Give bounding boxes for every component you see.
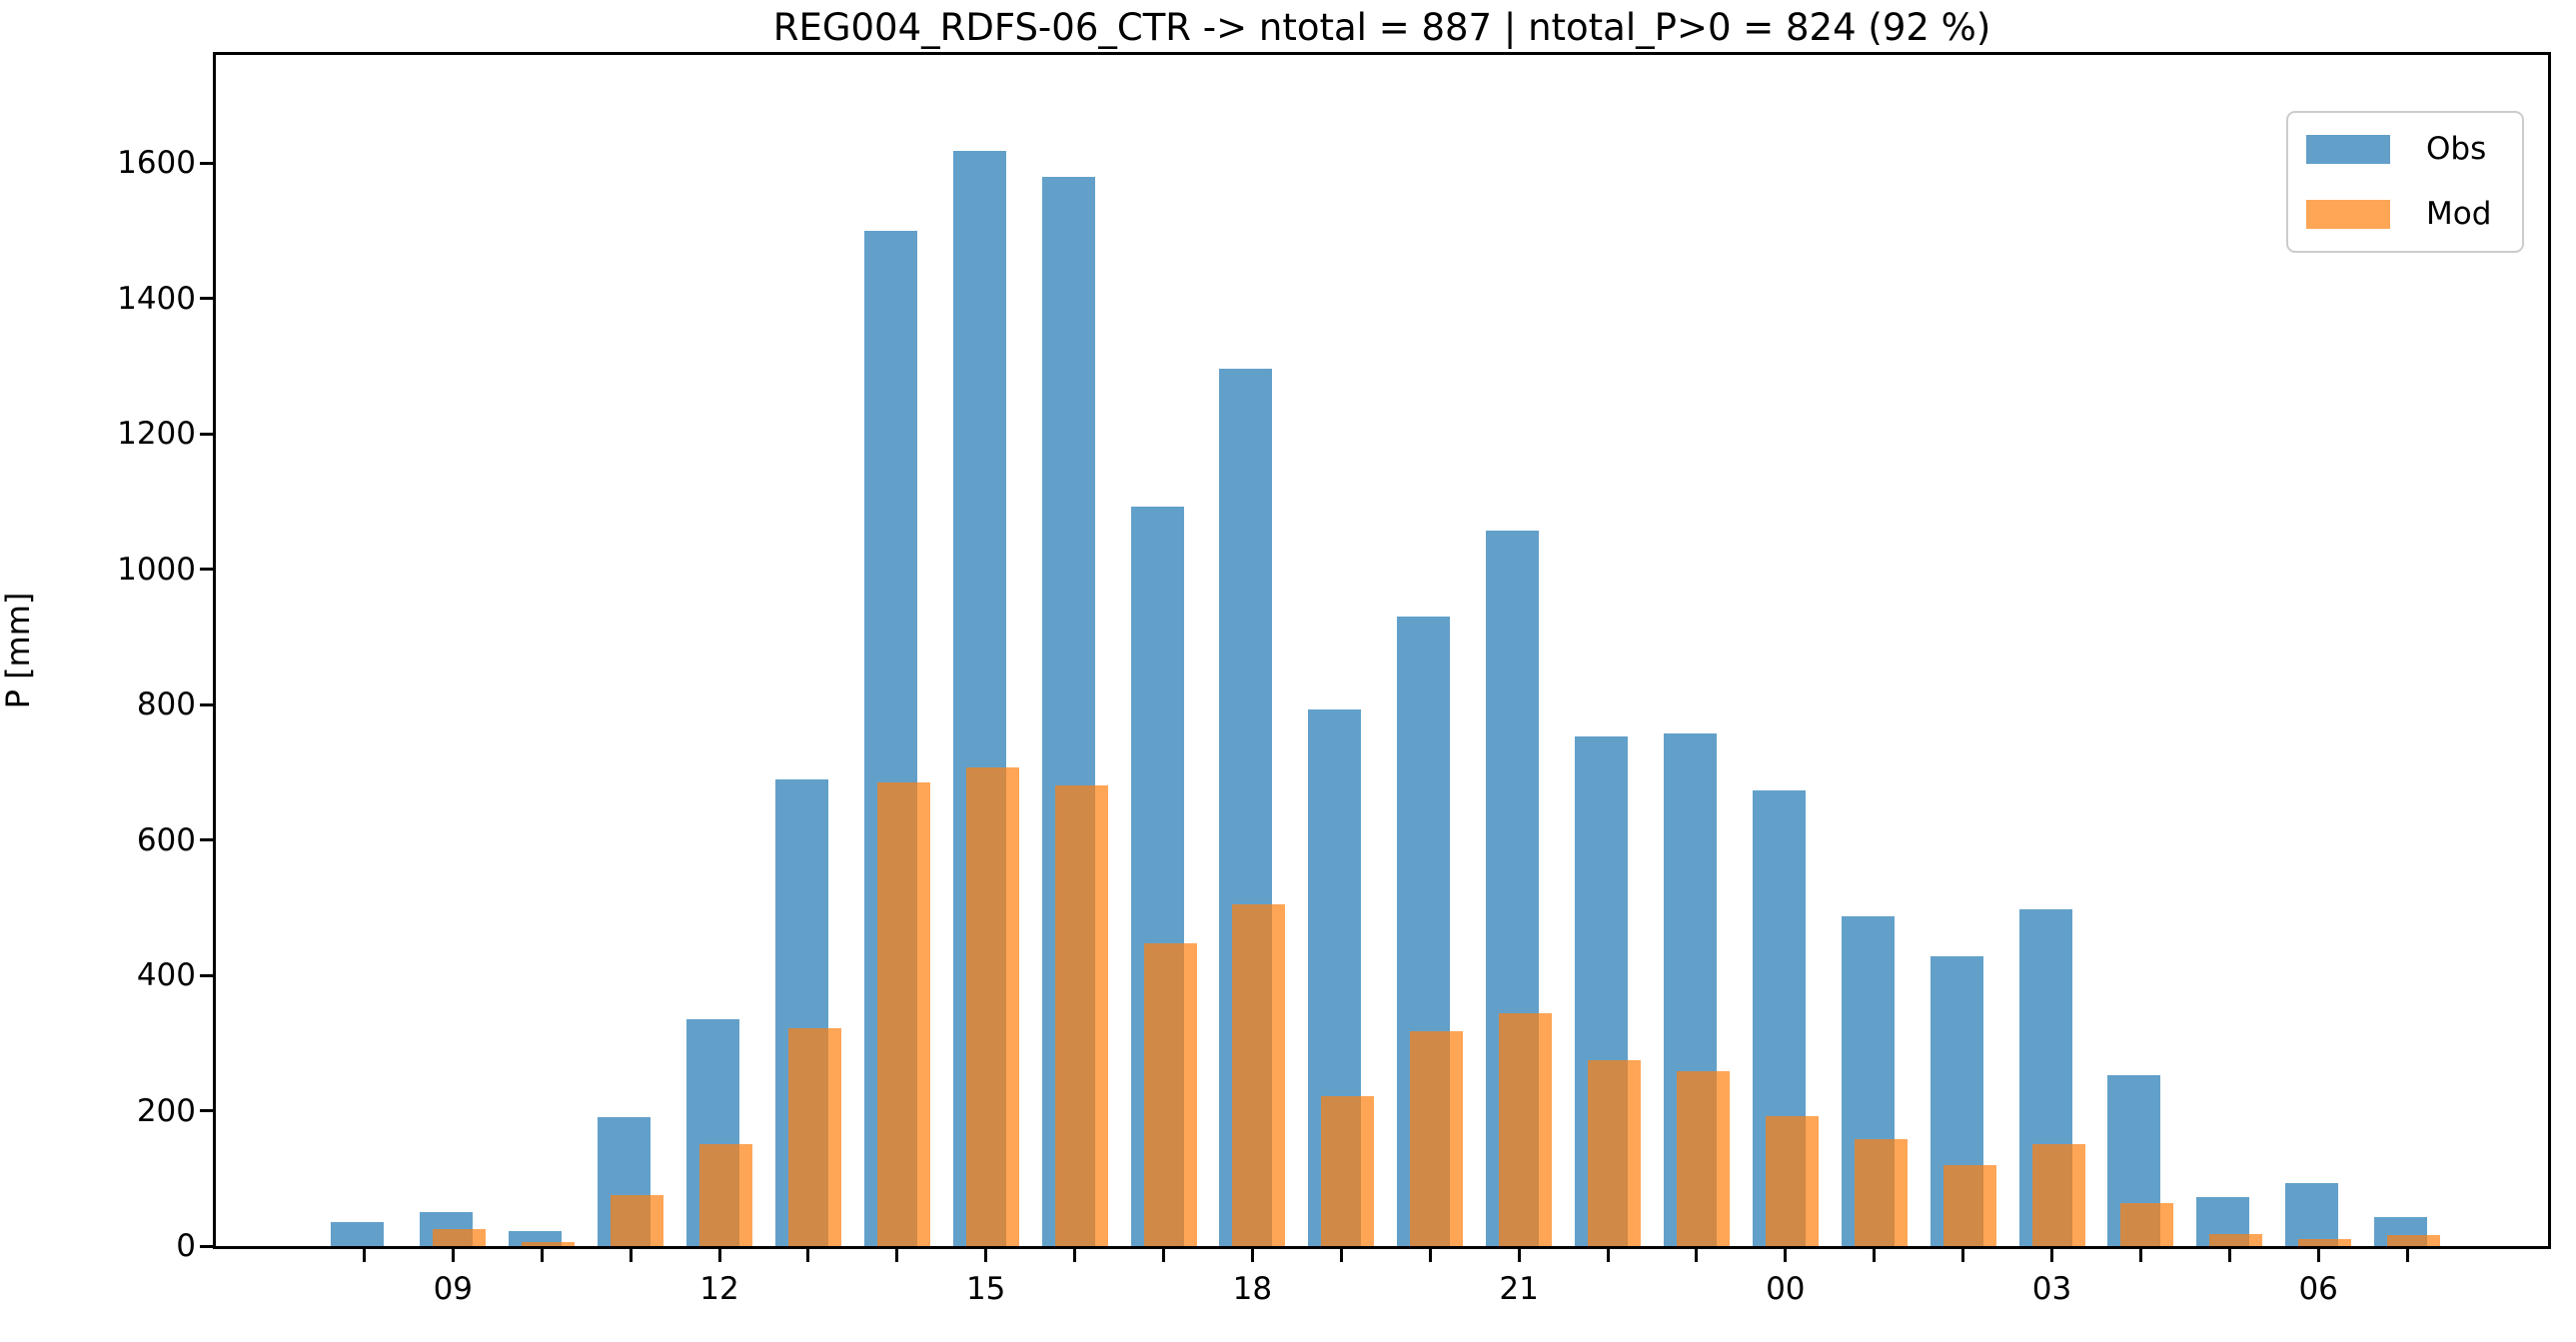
x-tick-03	[2050, 1249, 2053, 1262]
x-tick-label-15: 15	[965, 1271, 1006, 1307]
y-tick-1600	[200, 161, 213, 165]
x-tick-label-18: 18	[1232, 1271, 1273, 1307]
bar-obs-08	[331, 1222, 385, 1246]
bar-mod-18	[1232, 903, 1286, 1246]
x-tick-label-21: 21	[1499, 1271, 1539, 1307]
x-tick-18	[1250, 1249, 1254, 1262]
y-tick-200	[200, 1109, 213, 1113]
x-tick-21	[1517, 1249, 1521, 1262]
x-tick-07	[2405, 1249, 2409, 1262]
x-tick-label-09: 09	[433, 1271, 474, 1307]
x-tick-08	[362, 1249, 366, 1262]
plot-area: Obs Mod	[213, 52, 2551, 1249]
y-tick-800	[200, 702, 213, 706]
x-tick-label-03: 03	[2031, 1271, 2072, 1307]
bar-mod-03	[2031, 1144, 2085, 1246]
legend-mod-swatch-icon	[2306, 200, 2390, 229]
legend-row-obs: Obs	[2306, 134, 2504, 165]
y-axis-label: P [mm]	[0, 592, 37, 709]
x-tick-label-12: 12	[699, 1271, 739, 1307]
bar-mod-01	[1854, 1139, 1908, 1246]
legend-obs-swatch-icon	[2306, 135, 2390, 164]
y-tick-600	[200, 838, 213, 842]
x-tick-14	[895, 1249, 899, 1262]
x-tick-00	[1784, 1249, 1788, 1262]
bar-mod-17	[1143, 943, 1197, 1246]
y-tick-1000	[200, 568, 213, 572]
x-tick-15	[984, 1249, 988, 1262]
x-tick-label-06: 06	[2298, 1271, 2338, 1307]
legend-obs-label: Obs	[2426, 131, 2487, 167]
bar-mod-16	[1054, 785, 1108, 1246]
bar-mod-20	[1410, 1030, 1464, 1246]
y-tick-400	[200, 973, 213, 977]
bar-mod-04	[2120, 1202, 2174, 1246]
x-tick-04	[2138, 1249, 2142, 1262]
legend-mod-label: Mod	[2426, 196, 2492, 232]
y-tick-label-400: 400	[136, 957, 196, 994]
x-tick-22	[1606, 1249, 1610, 1262]
spine-right	[2548, 55, 2551, 1246]
legend: Obs Mod	[2286, 111, 2524, 253]
bar-mod-22	[1588, 1060, 1641, 1246]
y-tick-label-200: 200	[136, 1092, 196, 1129]
x-tick-05	[2227, 1249, 2231, 1262]
x-tick-01	[1873, 1249, 1877, 1262]
bar-mod-19	[1321, 1095, 1375, 1246]
spine-left	[213, 55, 216, 1246]
x-tick-16	[1073, 1249, 1077, 1262]
x-tick-20	[1428, 1249, 1432, 1262]
bar-mod-00	[1765, 1115, 1819, 1246]
bar-mod-05	[2209, 1233, 2263, 1246]
bar-mod-14	[876, 782, 930, 1246]
x-tick-label-00: 00	[1766, 1271, 1806, 1307]
x-tick-23	[1695, 1249, 1699, 1262]
y-tick-label-1200: 1200	[117, 416, 196, 453]
x-tick-12	[717, 1249, 721, 1262]
spine-bottom	[213, 1246, 2551, 1249]
y-tick-label-0: 0	[176, 1228, 196, 1264]
legend-row-mod: Mod	[2306, 199, 2504, 230]
bar-mod-06	[2298, 1239, 2352, 1246]
y-tick-label-1400: 1400	[117, 280, 196, 317]
bar-mod-10	[522, 1241, 576, 1246]
y-tick-1400	[200, 297, 213, 301]
x-tick-17	[1162, 1249, 1165, 1262]
y-tick-label-800: 800	[136, 686, 196, 723]
bar-mod-12	[699, 1144, 752, 1246]
x-tick-10	[540, 1249, 544, 1262]
bar-mod-23	[1676, 1071, 1730, 1246]
bar-mod-11	[611, 1194, 664, 1246]
bar-mod-09	[433, 1229, 487, 1246]
y-tick-label-1600: 1600	[117, 145, 196, 182]
bar-mod-02	[1942, 1164, 1996, 1246]
x-tick-06	[2316, 1249, 2320, 1262]
spine-top	[213, 52, 2551, 55]
bar-mod-07	[2387, 1235, 2441, 1246]
y-tick-label-600: 600	[136, 821, 196, 858]
y-tick-1200	[200, 432, 213, 436]
y-tick-0	[200, 1244, 213, 1248]
bar-mod-15	[965, 767, 1019, 1246]
x-tick-13	[806, 1249, 810, 1262]
bar-obs-06	[2285, 1183, 2339, 1246]
x-tick-02	[1961, 1249, 1965, 1262]
y-tick-label-1000: 1000	[117, 551, 196, 588]
bar-mod-21	[1499, 1013, 1553, 1246]
chart-title: REG004_RDFS-06_CTR -> ntotal = 887 | nto…	[772, 6, 1991, 49]
bar-mod-13	[787, 1027, 841, 1246]
x-tick-19	[1339, 1249, 1343, 1262]
x-tick-09	[451, 1249, 455, 1262]
x-tick-11	[629, 1249, 633, 1262]
